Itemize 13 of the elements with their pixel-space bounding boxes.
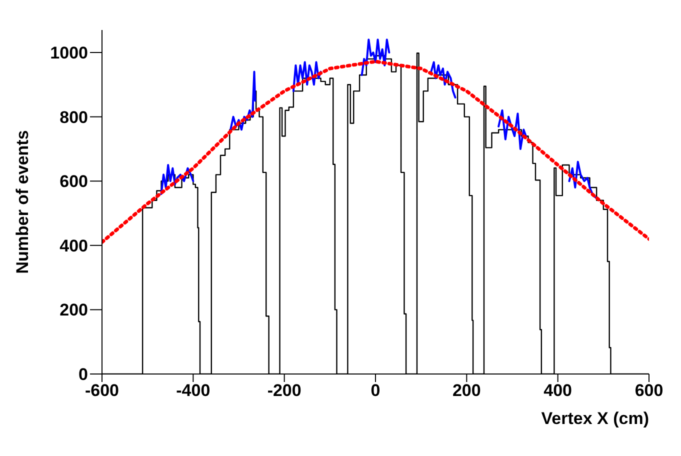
x-tick-label: -200 [267,381,302,400]
y-tick-label: 400 [60,236,88,256]
x-tick-label: 400 [544,381,572,400]
y-tick-label: 1000 [50,44,88,63]
y-tick-label: 800 [60,108,88,127]
x-tick-label: 0 [370,381,380,400]
x-tick-label: -400 [176,381,210,400]
x-tick-label: 600 [634,381,664,400]
y-axis-title: Number of events [13,130,32,274]
y-tick-label: 200 [60,300,88,320]
x-tick-label: 200 [452,381,481,400]
x-axis-title: Vertex X (cm) [541,409,649,428]
y-tick-label: 600 [60,172,88,192]
